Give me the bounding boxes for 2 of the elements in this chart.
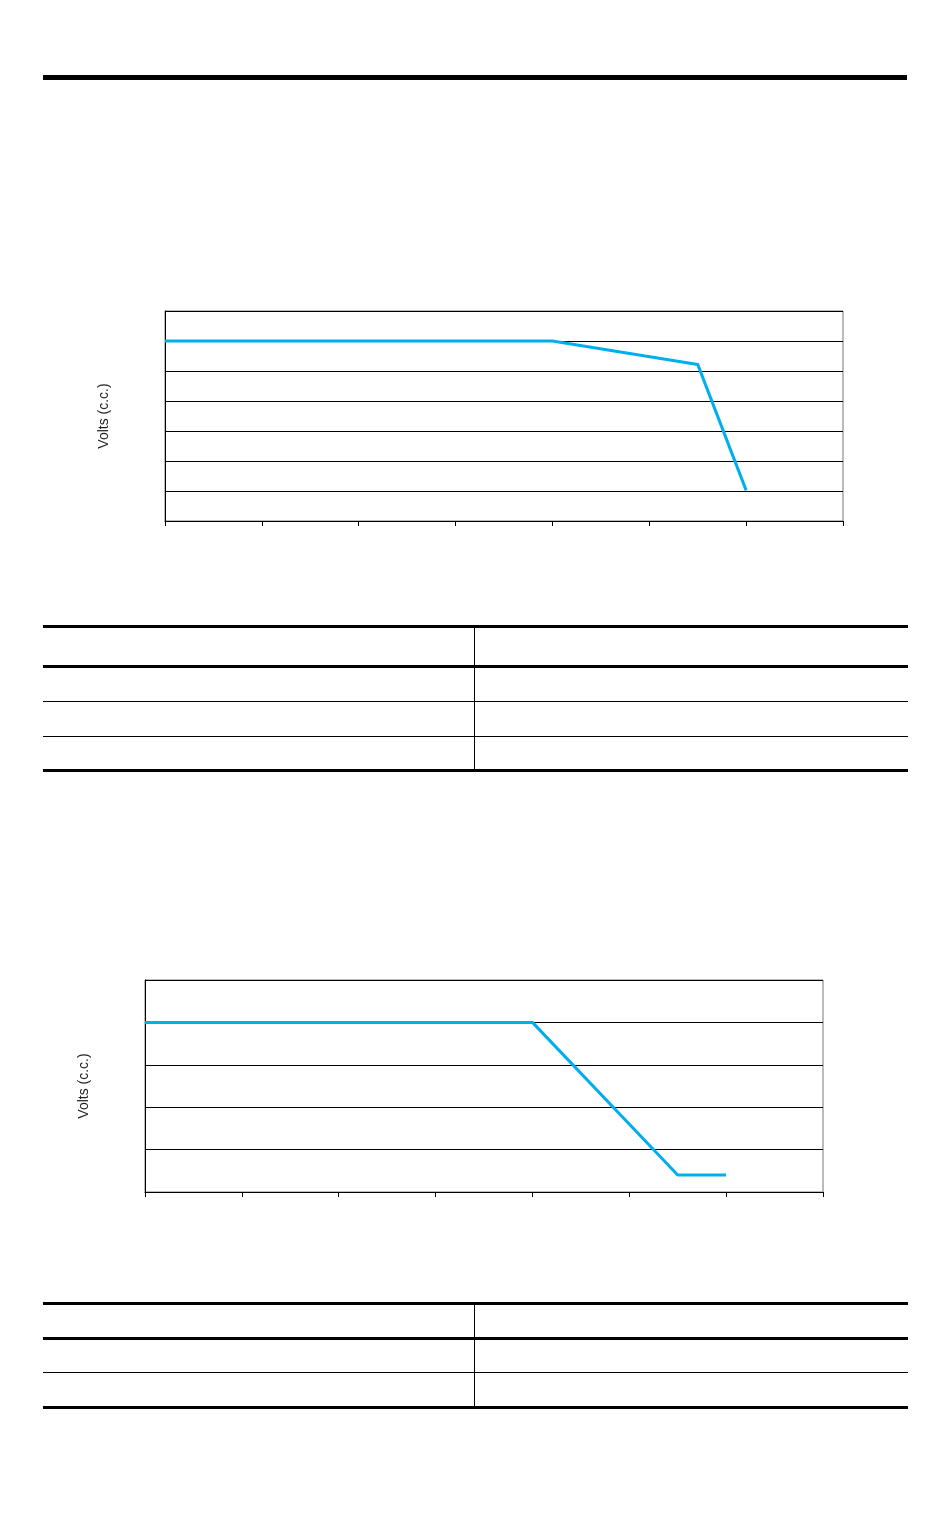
y-axis-title: Volts (c.c.) — [75, 1053, 91, 1119]
y-axis-title: Volts (c.c.) — [95, 383, 111, 449]
